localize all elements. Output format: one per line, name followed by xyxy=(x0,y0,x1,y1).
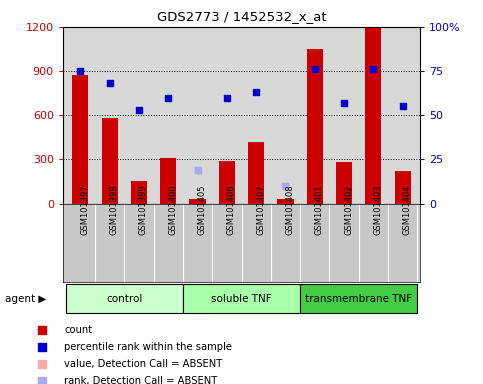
Point xyxy=(38,378,46,384)
FancyBboxPatch shape xyxy=(300,284,417,313)
Text: GSM101404: GSM101404 xyxy=(403,185,412,235)
Point xyxy=(282,183,289,189)
Text: soluble TNF: soluble TNF xyxy=(211,293,272,304)
Text: rank, Detection Call = ABSENT: rank, Detection Call = ABSENT xyxy=(64,376,217,384)
Point xyxy=(194,167,201,173)
Text: GSM101397: GSM101397 xyxy=(80,184,89,235)
Point xyxy=(369,66,377,72)
Bar xyxy=(336,162,352,204)
Text: GSM101405: GSM101405 xyxy=(198,185,207,235)
Bar xyxy=(101,118,118,204)
Text: control: control xyxy=(106,293,142,304)
Text: GSM101406: GSM101406 xyxy=(227,184,236,235)
Text: percentile rank within the sample: percentile rank within the sample xyxy=(64,342,232,352)
Bar xyxy=(189,199,206,204)
FancyBboxPatch shape xyxy=(66,284,183,313)
Point xyxy=(38,361,46,367)
Point xyxy=(223,94,231,101)
Bar xyxy=(248,142,264,204)
Point xyxy=(311,66,319,72)
Bar xyxy=(395,171,411,204)
Bar xyxy=(160,158,176,204)
Point xyxy=(38,344,46,350)
Point xyxy=(76,68,84,74)
Point xyxy=(399,103,407,109)
Bar xyxy=(219,161,235,204)
Bar xyxy=(277,199,294,204)
Text: GSM101398: GSM101398 xyxy=(110,184,119,235)
Point xyxy=(106,80,114,86)
Text: GSM101408: GSM101408 xyxy=(285,184,295,235)
Point xyxy=(164,94,172,101)
Text: value, Detection Call = ABSENT: value, Detection Call = ABSENT xyxy=(64,359,222,369)
Text: count: count xyxy=(64,326,92,336)
Bar xyxy=(131,182,147,204)
Bar xyxy=(72,76,88,204)
Point xyxy=(340,100,348,106)
Point xyxy=(282,183,289,189)
Text: GSM101402: GSM101402 xyxy=(344,185,353,235)
FancyBboxPatch shape xyxy=(183,284,300,313)
Text: GSM101407: GSM101407 xyxy=(256,184,265,235)
Point xyxy=(252,89,260,95)
Text: GDS2773 / 1452532_x_at: GDS2773 / 1452532_x_at xyxy=(156,10,327,23)
Point xyxy=(194,167,201,173)
Text: agent ▶: agent ▶ xyxy=(5,293,46,304)
Text: transmembrane TNF: transmembrane TNF xyxy=(305,293,412,304)
Bar xyxy=(365,28,382,204)
Point xyxy=(135,107,143,113)
Bar xyxy=(307,49,323,204)
Text: GSM101403: GSM101403 xyxy=(373,184,383,235)
Text: GSM101399: GSM101399 xyxy=(139,184,148,235)
Text: GSM101400: GSM101400 xyxy=(168,185,177,235)
Point xyxy=(38,328,46,334)
Text: GSM101401: GSM101401 xyxy=(315,185,324,235)
